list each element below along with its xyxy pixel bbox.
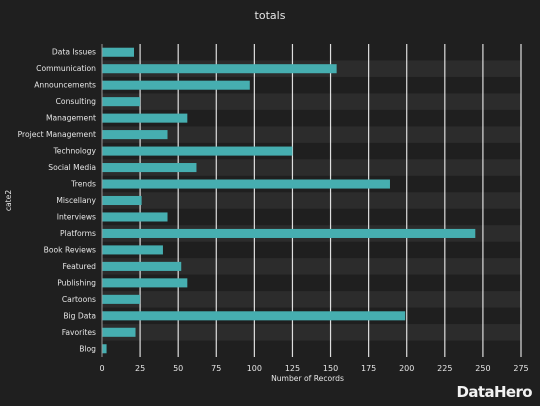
row-band	[102, 324, 521, 341]
x-axis-label: Number of Records	[271, 374, 344, 383]
y-tick-label: Big Data	[63, 311, 96, 320]
row-band	[102, 192, 521, 209]
bar-publishing	[102, 278, 188, 288]
row-band	[102, 159, 521, 176]
y-tick-label: Interviews	[57, 212, 96, 221]
row-band	[102, 126, 521, 143]
bar-big-data	[102, 311, 406, 321]
y-tick-label: Technology	[52, 147, 96, 156]
bar-platforms	[102, 228, 476, 238]
y-tick-label: Cartoons	[62, 295, 96, 304]
row-band	[102, 93, 521, 110]
y-tick-label: Miscellany	[56, 196, 96, 205]
x-tick-label: 100	[247, 364, 262, 373]
bar-trends	[102, 179, 390, 189]
datahero-logo: DataHero	[456, 383, 533, 401]
x-tick-label: 50	[173, 364, 183, 373]
x-tick-label: 0	[99, 364, 104, 373]
bar-book-reviews	[102, 245, 163, 255]
x-tick-label: 25	[135, 364, 145, 373]
bar-miscellany	[102, 195, 142, 206]
y-tick-label: Announcements	[34, 81, 96, 90]
bar-featured	[102, 261, 182, 271]
bar-social-media	[102, 163, 197, 173]
y-tick-label: Trends	[70, 180, 96, 189]
bar-technology	[102, 146, 293, 156]
bar-consulting	[102, 97, 141, 107]
bar-favorites	[102, 327, 136, 337]
y-axis-label: cate2	[4, 190, 13, 211]
bar-announcements	[102, 80, 250, 90]
bar-cartoons	[102, 294, 141, 304]
y-tick-label: Platforms	[60, 229, 96, 238]
y-tick-label: Book Reviews	[44, 245, 96, 254]
x-tick-label: 175	[361, 364, 376, 373]
y-tick-label: Blog	[79, 344, 96, 353]
row-band	[102, 291, 521, 308]
bar-project-management	[102, 130, 168, 140]
x-tick-label: 150	[323, 364, 338, 373]
bar-management	[102, 113, 188, 123]
y-tick-label: Consulting	[56, 97, 97, 106]
y-tick-label: Publishing	[57, 278, 96, 287]
x-tick-label: 275	[513, 364, 528, 373]
x-tick-label: 75	[211, 364, 221, 373]
chart-title: totals	[255, 9, 286, 22]
y-tick-label: Favorites	[62, 328, 96, 337]
y-tick-label: Featured	[62, 262, 96, 271]
y-tick-label: Management	[46, 114, 96, 123]
y-tick-label: Communication	[36, 64, 96, 73]
y-tick-label: Social Media	[48, 163, 96, 172]
y-tick-label: Data Issues	[52, 48, 96, 57]
x-tick-label: 250	[475, 364, 490, 373]
row-band	[102, 258, 521, 275]
x-tick-label: 200	[399, 364, 414, 373]
bar-blog	[102, 344, 107, 354]
y-tick-label: Project Management	[18, 130, 96, 139]
x-tick-label: 125	[285, 364, 300, 373]
x-tick-label: 225	[437, 364, 452, 373]
bar-data-issues	[102, 47, 134, 57]
bar-communication	[102, 64, 337, 74]
bar-interviews	[102, 212, 168, 222]
